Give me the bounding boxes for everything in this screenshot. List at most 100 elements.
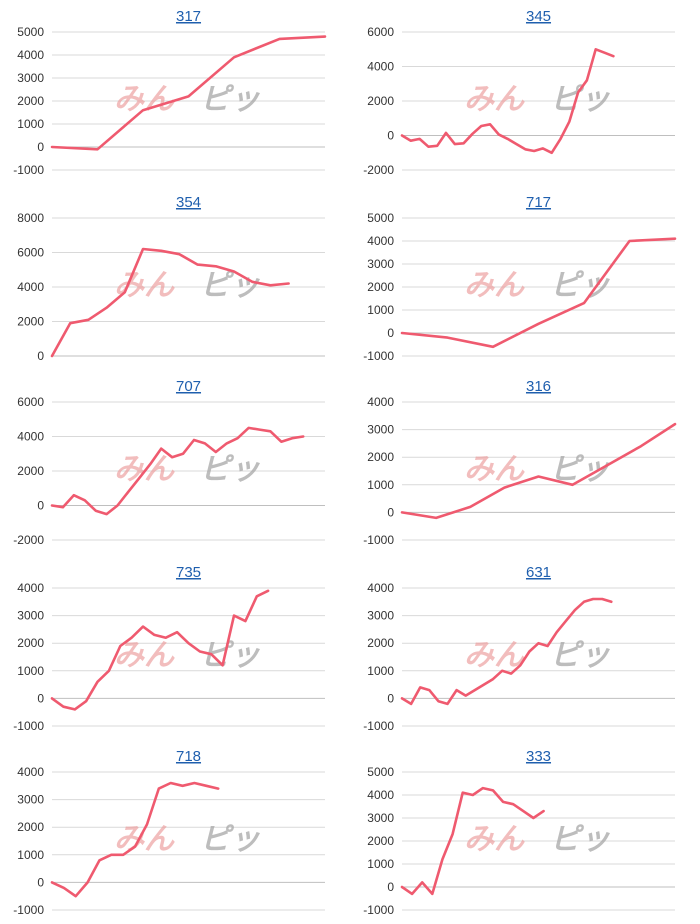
- series-line: [50, 247, 290, 358]
- chart-title-link[interactable]: 316: [526, 378, 551, 395]
- y-tick-label: 4000: [367, 395, 394, 409]
- chart-panel-735: 735 -1000 0 1000 2000 3000 4000 みん ピッ: [0, 556, 350, 740]
- y-tick-label: 1000: [367, 478, 394, 492]
- watermark-logo-part-a: みん: [464, 82, 525, 117]
- y-tick-label: 4000: [17, 765, 44, 779]
- chart-panel-316: 316 -1000 0 1000 2000 3000 4000 みん ピッ: [350, 370, 700, 554]
- series-line: [50, 426, 305, 516]
- y-tick-label: 0: [387, 129, 394, 143]
- y-tick-label: -1000: [363, 533, 394, 547]
- chart-title-link[interactable]: 707: [176, 378, 201, 395]
- y-tick-label: 1000: [367, 857, 394, 871]
- chart-title-link[interactable]: 735: [176, 564, 201, 581]
- line-chart: 345 -2000 0 2000 4000 6000 みん ピッ: [363, 8, 675, 177]
- y-tick-label: 2000: [17, 94, 44, 108]
- y-tick-label: 0: [37, 499, 44, 513]
- y-tick-label: 3000: [17, 793, 44, 807]
- y-tick-label: 2000: [367, 834, 394, 848]
- watermark-logo-part-a: みん: [114, 82, 175, 117]
- line-chart: 333 -1000 0 1000 2000 3000 4000 5000 みん ピッ: [363, 748, 675, 917]
- y-tick-label: 6000: [17, 395, 44, 409]
- y-tick-label: 5000: [367, 765, 394, 779]
- y-tick-label: 1000: [17, 117, 44, 131]
- chart-title-link[interactable]: 631: [526, 564, 551, 581]
- chart-panel-707: 707 -2000 0 2000 4000 6000 みん ピッ: [0, 370, 350, 554]
- series-line: [400, 786, 545, 896]
- chart-panel-354: 354 0 2000 4000 6000 8000 みん ピッ: [0, 186, 350, 370]
- y-tick-label: -1000: [13, 163, 44, 177]
- y-tick-label: 2000: [367, 450, 394, 464]
- y-tick-label: 1000: [17, 664, 44, 678]
- chart-panel-718: 718 -1000 0 1000 2000 3000 4000 みん ピッ: [0, 740, 350, 924]
- chart-title-link[interactable]: 317: [176, 8, 201, 25]
- y-tick-label: 0: [387, 691, 394, 705]
- watermark-logo-part-a: みん: [464, 822, 525, 857]
- line-chart: 631 -1000 0 1000 2000 3000 4000 みん ピッ: [363, 564, 675, 733]
- y-tick-label: 3000: [17, 609, 44, 623]
- y-tick-label: -1000: [13, 719, 44, 733]
- chart-title-link[interactable]: 333: [526, 748, 551, 765]
- chart-title-link[interactable]: 345: [526, 8, 551, 25]
- chart-panel-631: 631 -1000 0 1000 2000 3000 4000 みん ピッ: [350, 556, 700, 740]
- y-tick-label: 8000: [17, 211, 44, 225]
- chart-title-link[interactable]: 717: [526, 194, 551, 211]
- y-tick-label: 4000: [17, 581, 44, 595]
- line-chart: 354 0 2000 4000 6000 8000 みん ピッ: [17, 194, 325, 363]
- y-tick-label: 4000: [17, 48, 44, 62]
- y-tick-label: -1000: [363, 349, 394, 363]
- watermark-logo-part-b: ピッ: [200, 638, 260, 673]
- watermark-logo-part-b: ピッ: [200, 452, 260, 487]
- y-tick-label: 4000: [17, 280, 44, 294]
- y-tick-label: 4000: [367, 788, 394, 802]
- y-tick-label: 1000: [367, 664, 394, 678]
- y-tick-label: 4000: [367, 60, 394, 74]
- line-chart: 717 -1000 0 1000 2000 3000 4000 5000 みん ピッ: [363, 194, 677, 363]
- watermark-logo-part-b: ピッ: [550, 638, 610, 673]
- y-tick-label: 5000: [17, 25, 44, 39]
- chart-title-link[interactable]: 354: [176, 194, 201, 211]
- y-tick-label: 0: [37, 140, 44, 154]
- watermark-logo-part-b: ピッ: [200, 268, 260, 303]
- y-tick-label: 2000: [367, 636, 394, 650]
- y-tick-label: 4000: [367, 581, 394, 595]
- watermark-logo-part-a: みん: [114, 268, 175, 303]
- watermark-logo-part-b: ピッ: [200, 822, 260, 857]
- series-line: [50, 781, 220, 898]
- y-tick-label: 4000: [17, 430, 44, 444]
- y-tick-label: 4000: [367, 234, 394, 248]
- y-tick-label: 0: [387, 505, 394, 519]
- y-tick-label: -2000: [363, 163, 394, 177]
- y-tick-label: 2000: [17, 636, 44, 650]
- y-tick-label: 1000: [17, 848, 44, 862]
- y-tick-label: 3000: [367, 609, 394, 623]
- y-tick-label: 0: [387, 326, 394, 340]
- chart-panel-345: 345 -2000 0 2000 4000 6000 みん ピッ: [350, 0, 700, 184]
- chart-panel-333: 333 -1000 0 1000 2000 3000 4000 5000 みん ピッ: [350, 740, 700, 924]
- y-tick-label: 0: [387, 880, 394, 894]
- y-tick-label: 0: [37, 875, 44, 889]
- watermark-logo-part-b: ピッ: [200, 82, 260, 117]
- y-tick-label: 6000: [17, 246, 44, 260]
- y-tick-label: 0: [37, 349, 44, 363]
- line-chart: 317 -1000 0 1000 2000 3000 4000 5000 みん ピッ: [13, 8, 327, 177]
- y-tick-label: 1000: [367, 303, 394, 317]
- y-tick-label: 6000: [367, 25, 394, 39]
- series-line: [400, 597, 613, 706]
- y-tick-label: -2000: [13, 533, 44, 547]
- y-tick-label: -1000: [363, 903, 394, 917]
- chart-panel-317: 317 -1000 0 1000 2000 3000 4000 5000 みん ピッ: [0, 0, 350, 184]
- series-line: [400, 47, 615, 155]
- series-line: [400, 237, 677, 349]
- y-tick-label: 3000: [367, 423, 394, 437]
- chart-title-link[interactable]: 718: [176, 748, 201, 765]
- y-tick-label: 2000: [367, 94, 394, 108]
- watermark-logo-part-a: みん: [464, 268, 525, 303]
- y-tick-label: 2000: [17, 820, 44, 834]
- y-tick-label: 3000: [367, 257, 394, 271]
- y-tick-label: 3000: [367, 811, 394, 825]
